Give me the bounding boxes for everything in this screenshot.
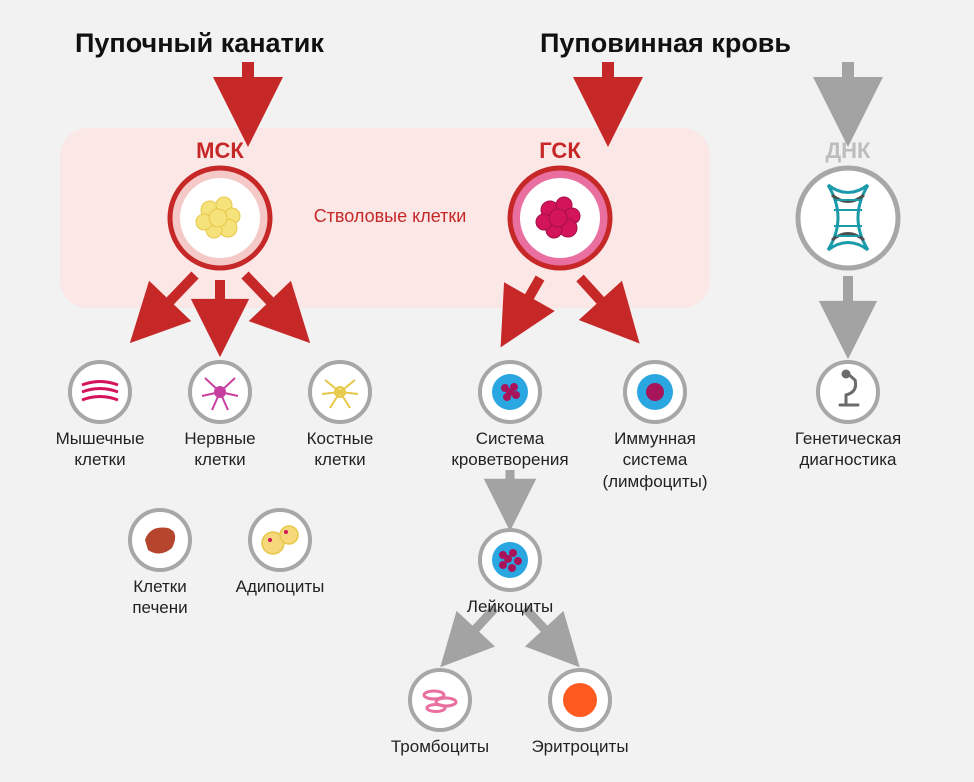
msc-cell-icon [170, 168, 270, 268]
leuko-label: Лейкоциты [455, 596, 565, 617]
stem-center-label: Стволовые клетки [314, 206, 467, 226]
leuko-cell-icon [480, 530, 540, 590]
hemo-cell-icon [480, 362, 540, 422]
immune-label: Иммунная система (лимфоциты) [595, 428, 715, 492]
hemo-label: Система кроветворения [445, 428, 575, 471]
immune-cell-icon [625, 362, 685, 422]
erythro-cell-icon [550, 670, 610, 730]
muscle-label: Мышечные клетки [50, 428, 150, 471]
nerve-label: Нервные клетки [170, 428, 270, 471]
bone-cell-icon [310, 362, 370, 422]
nerve-cell-icon [190, 362, 250, 422]
erythro-label: Эритроциты [520, 736, 640, 757]
microscope-icon [818, 362, 878, 422]
gsc-cell-icon [510, 168, 610, 268]
liver-label: Клетки печени [110, 576, 210, 619]
dna-icon [798, 168, 898, 268]
thrombo-label: Тромбоциты [380, 736, 500, 757]
thrombo-cell-icon [410, 670, 470, 730]
muscle-cell-icon [70, 362, 130, 422]
liver-cell-icon [130, 510, 190, 570]
bone-label: Костные клетки [290, 428, 390, 471]
msc-label: МСК [196, 138, 244, 163]
diagram-svg: МСК ГСК ДНК Стволовые клетки [0, 0, 974, 782]
adipo-label: Адипоциты [225, 576, 335, 597]
adipo-cell-icon [250, 510, 310, 570]
gsc-label: ГСК [539, 138, 581, 163]
genetic-label: Генетическая диагностика [783, 428, 913, 471]
dna-label: ДНК [826, 138, 872, 163]
